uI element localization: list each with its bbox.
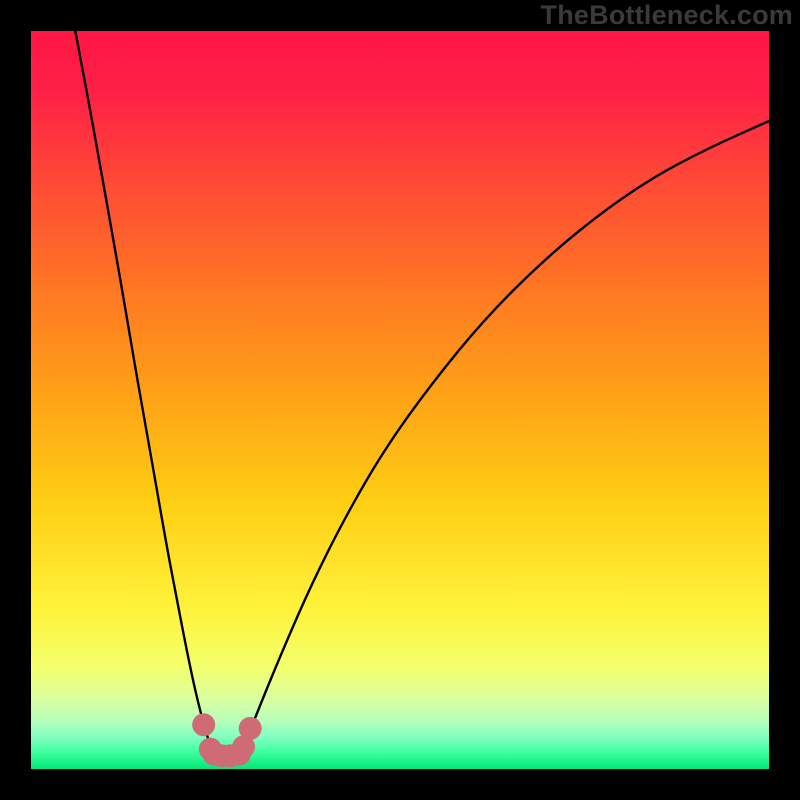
plot-area <box>31 31 769 769</box>
chart-root: TheBottleneck.com <box>0 0 800 800</box>
watermark-text: TheBottleneck.com <box>541 0 793 31</box>
